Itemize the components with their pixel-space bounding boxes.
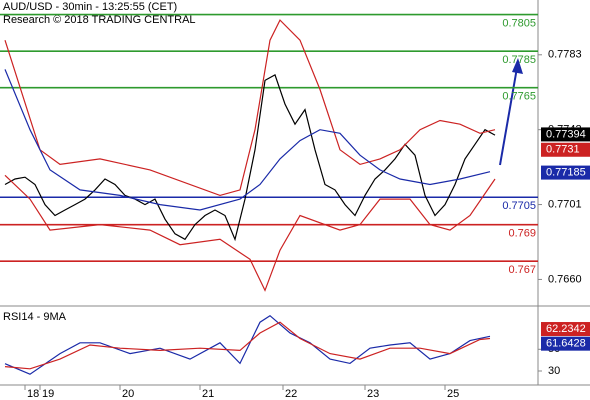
rsi-marker-label: 62.2342	[546, 323, 586, 335]
y-tick-label: 0.7701	[548, 198, 582, 210]
rsi-marker	[541, 322, 590, 337]
level-label: 0.7765	[502, 91, 536, 103]
series-line	[4, 69, 491, 211]
rsi-tick-label: 30	[548, 365, 560, 377]
y-tick-label: 0.7660	[548, 273, 582, 285]
price-marker-label: 0.77394	[546, 128, 586, 140]
level-label: 0.767	[508, 264, 536, 276]
x-tick-label: 25	[447, 388, 459, 400]
price-marker	[541, 142, 590, 157]
x-tick-label: 18	[27, 388, 39, 400]
x-tick-label: 23	[367, 388, 379, 400]
price-marker-label: 0.7731	[546, 144, 580, 156]
chart-subtitle: Research © 2018 TRADING CENTRAL	[3, 14, 196, 26]
series-line	[4, 19, 496, 197]
rsi-marker	[541, 336, 590, 351]
forecast-arrowhead	[512, 58, 523, 74]
forecast-arrow	[499, 61, 519, 166]
level-label: 0.7805	[502, 18, 536, 30]
price-marker	[541, 127, 590, 142]
series-line	[4, 74, 496, 242]
y-tick-label: 0.7783	[548, 49, 582, 61]
level-label: 0.769	[508, 228, 536, 240]
level-label: 0.7705	[502, 200, 536, 212]
rsi-marker-label: 61.6428	[546, 338, 586, 350]
x-tick-label: 19	[42, 388, 54, 400]
price-marker-label: 0.77185	[546, 166, 586, 178]
rsi-title: RSI14 - 9MA	[3, 311, 67, 323]
x-tick-label: 21	[202, 388, 214, 400]
series-line	[4, 174, 496, 292]
chart-title: AUD/USD - 30min - 13:25:55 (CET)	[3, 1, 177, 13]
price-marker	[541, 165, 590, 180]
level-label: 0.7785	[502, 54, 536, 66]
series-line	[4, 321, 491, 370]
x-tick-label: 20	[122, 388, 134, 400]
x-tick-label: 22	[285, 388, 297, 400]
